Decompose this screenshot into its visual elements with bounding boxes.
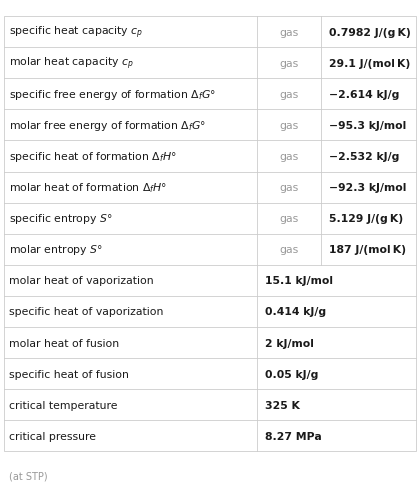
Text: 187 J/(mol K): 187 J/(mol K) [329, 245, 406, 255]
Text: specific free energy of formation $\Delta_f G°$: specific free energy of formation $\Delt… [9, 88, 216, 102]
Text: gas: gas [280, 28, 299, 38]
Text: gas: gas [280, 59, 299, 69]
Text: 325 K: 325 K [265, 400, 300, 410]
Text: −95.3 kJ/mol: −95.3 kJ/mol [329, 121, 406, 131]
Text: gas: gas [280, 214, 299, 224]
Text: 15.1 kJ/mol: 15.1 kJ/mol [265, 276, 333, 286]
Text: gas: gas [280, 245, 299, 255]
Text: 5.129 J/(g K): 5.129 J/(g K) [329, 214, 403, 224]
Text: gas: gas [280, 152, 299, 162]
Text: (at STP): (at STP) [9, 471, 48, 481]
Text: gas: gas [280, 121, 299, 131]
Text: 0.414 kJ/g: 0.414 kJ/g [265, 307, 326, 317]
Text: specific entropy $S°$: specific entropy $S°$ [9, 212, 113, 226]
Text: −2.532 kJ/g: −2.532 kJ/g [329, 152, 399, 162]
Text: molar entropy $S°$: molar entropy $S°$ [9, 243, 103, 257]
Text: specific heat capacity $c_p$: specific heat capacity $c_p$ [9, 24, 144, 41]
Text: gas: gas [280, 183, 299, 193]
Text: molar free energy of formation $\Delta_f G°$: molar free energy of formation $\Delta_f… [9, 119, 207, 133]
Text: −92.3 kJ/mol: −92.3 kJ/mol [329, 183, 406, 193]
Text: specific heat of formation $\Delta_f H°$: specific heat of formation $\Delta_f H°$ [9, 150, 177, 163]
Text: −2.614 kJ/g: −2.614 kJ/g [329, 90, 399, 100]
Text: 0.7982 J/(g K): 0.7982 J/(g K) [329, 28, 410, 38]
Bar [4, 17, 416, 451]
Text: specific heat of fusion: specific heat of fusion [9, 369, 129, 379]
Text: molar heat capacity $c_p$: molar heat capacity $c_p$ [9, 56, 134, 72]
Text: 2 kJ/mol: 2 kJ/mol [265, 338, 314, 348]
Text: specific heat of vaporization: specific heat of vaporization [9, 307, 164, 317]
Text: molar heat of formation $\Delta_f H°$: molar heat of formation $\Delta_f H°$ [9, 181, 168, 195]
Text: 0.05 kJ/g: 0.05 kJ/g [265, 369, 318, 379]
Text: critical temperature: critical temperature [9, 400, 118, 410]
Text: molar heat of vaporization: molar heat of vaporization [9, 276, 154, 286]
Text: 8.27 MPa: 8.27 MPa [265, 431, 322, 441]
Text: molar heat of fusion: molar heat of fusion [9, 338, 119, 348]
Text: gas: gas [280, 90, 299, 100]
Text: critical pressure: critical pressure [9, 431, 96, 441]
Text: 29.1 J/(mol K): 29.1 J/(mol K) [329, 59, 410, 69]
